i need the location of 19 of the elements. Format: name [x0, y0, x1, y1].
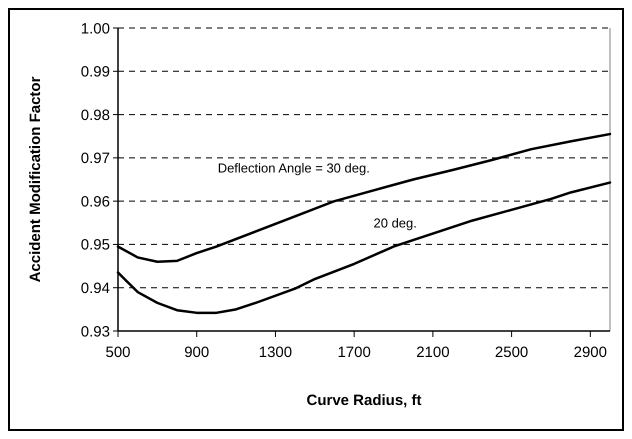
- y-axis-title: Accident Modification Factor: [27, 76, 44, 282]
- series-label: Deflection Angle = 30 deg.: [218, 160, 370, 176]
- x-tick-label: 2100: [416, 344, 450, 361]
- y-tick-label: 0.96: [80, 193, 110, 210]
- y-tick-label: 1.00: [80, 20, 110, 38]
- x-tick-label: 900: [184, 344, 210, 361]
- x-tick-label: 2900: [574, 344, 608, 361]
- y-tick-label: 0.94: [80, 280, 110, 297]
- x-tick-label: 1700: [337, 344, 371, 361]
- y-tick-label: 0.93: [80, 323, 110, 340]
- y-tick-label: 0.97: [80, 150, 110, 168]
- y-tick-label: 0.99: [80, 64, 110, 81]
- x-tick-label: 1300: [258, 344, 292, 361]
- x-tick-label: 500: [105, 344, 131, 361]
- x-axis-title: Curve Radius, ft: [306, 392, 422, 409]
- x-tick-label: 2500: [494, 344, 528, 361]
- series-label: 20 deg.: [374, 216, 417, 231]
- y-tick-label: 0.95: [80, 236, 110, 254]
- y-tick-label: 0.98: [80, 106, 110, 124]
